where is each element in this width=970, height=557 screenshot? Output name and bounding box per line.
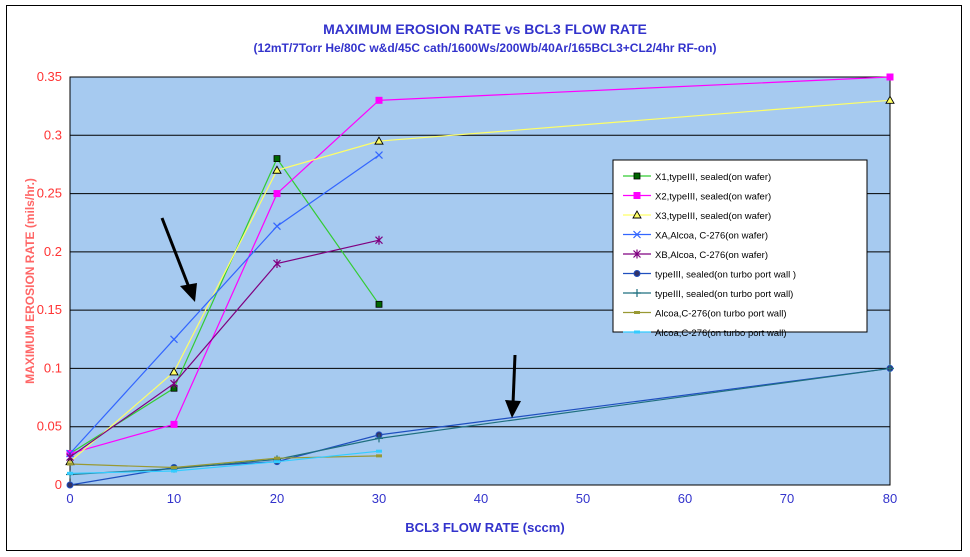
legend-item: typeIII, sealed(on turbo port wall) bbox=[623, 289, 793, 300]
data-point bbox=[376, 454, 382, 458]
x-tick-label: 0 bbox=[66, 491, 73, 506]
data-point bbox=[375, 434, 383, 443]
chart-subtitle: (12mT/7Torr He/80C w&d/45C cath/1600Ws/2… bbox=[254, 41, 717, 55]
series-line bbox=[69, 239, 380, 458]
data-point bbox=[273, 222, 281, 231]
y-tick-label: 0.1 bbox=[44, 360, 62, 375]
x-tick-label: 20 bbox=[270, 491, 284, 506]
data-point bbox=[66, 481, 74, 489]
annotation-arrow-left bbox=[160, 217, 197, 302]
data-point bbox=[66, 452, 74, 462]
y-tick-label: 0.35 bbox=[37, 69, 62, 84]
legend bbox=[612, 159, 868, 333]
y-tick-label: 0.15 bbox=[37, 302, 62, 317]
data-point bbox=[170, 420, 178, 428]
data-point bbox=[171, 466, 177, 470]
data-point bbox=[169, 367, 179, 376]
legend-label: X3,typeIII, sealed(on wafer) bbox=[655, 211, 771, 222]
chart-frame: MAXIMUM EROSION RATE vs BCL3 FLOW RATE (… bbox=[6, 5, 962, 551]
data-point bbox=[274, 460, 280, 464]
x-tick-label: 40 bbox=[474, 491, 488, 506]
legend-items: X1,typeIII, sealed(on wafer) X2,typeIII, … bbox=[623, 172, 796, 339]
x-tick-label: 80 bbox=[883, 491, 897, 506]
data-point bbox=[273, 259, 281, 269]
legend-marker bbox=[634, 311, 640, 314]
x-axis-ticks: 0 10 20 30 40 50 60 70 80 bbox=[66, 491, 897, 506]
x-tick-label: 10 bbox=[167, 491, 181, 506]
legend-label: typeIII, sealed(on turbo port wall ) bbox=[655, 270, 796, 281]
legend-marker bbox=[633, 270, 641, 277]
chart-title: MAXIMUM EROSION RATE vs BCL3 FLOW RATE bbox=[323, 21, 647, 37]
legend-marker bbox=[633, 230, 641, 239]
series-layer bbox=[65, 73, 895, 489]
legend-item: Alcoa,C-276(on turbo port wall) bbox=[623, 309, 786, 320]
legend-item: XA,Alcoa, C-276(on wafer) bbox=[623, 231, 768, 242]
y-axis-ticks: 0 0.05 0.1 0.15 0.2 0.25 0.3 0.35 bbox=[37, 69, 62, 492]
legend-item: X2,typeIII, sealed(on wafer) bbox=[623, 192, 771, 203]
data-point bbox=[375, 235, 383, 245]
y-axis-label: MAXIMUM EROSION RATE (mils/hr.) bbox=[23, 178, 37, 384]
data-point bbox=[170, 379, 178, 389]
legend-marker bbox=[633, 172, 641, 180]
data-point bbox=[886, 73, 894, 81]
data-point bbox=[171, 469, 177, 473]
legend-marker bbox=[633, 289, 641, 297]
data-point bbox=[886, 364, 894, 373]
series-line bbox=[69, 450, 380, 474]
legend-label: X1,typeIII, sealed(on wafer) bbox=[655, 172, 771, 183]
series-line bbox=[69, 154, 380, 454]
x-tick-label: 60 bbox=[678, 491, 692, 506]
y-tick-label: 0.3 bbox=[44, 127, 62, 142]
legend-item: Alcoa,C-276(on turbo port wall) bbox=[623, 328, 786, 339]
series-9 bbox=[67, 449, 382, 475]
legend-label: Alcoa,C-276(on turbo port wall) bbox=[655, 309, 786, 320]
data-point bbox=[273, 190, 281, 198]
y-tick-label: 0.05 bbox=[37, 419, 62, 434]
x-tick-label: 70 bbox=[780, 491, 794, 506]
y-tick-label: 0.25 bbox=[37, 186, 62, 201]
data-point bbox=[273, 155, 281, 163]
y-tick-label: 0 bbox=[55, 477, 62, 492]
legend-item: X3,typeIII, sealed(on wafer) bbox=[623, 210, 771, 222]
annotation-arrow-right bbox=[505, 354, 521, 418]
legend-label: typeIII, sealed(on turbo port wall) bbox=[655, 289, 793, 300]
legend-label: Alcoa,C-276(on turbo port wall) bbox=[655, 328, 786, 339]
legend-marker bbox=[633, 192, 641, 199]
data-point bbox=[885, 95, 895, 104]
data-point bbox=[274, 456, 280, 460]
gridlines bbox=[70, 76, 890, 428]
data-point bbox=[375, 151, 383, 160]
legend-item: typeIII, sealed(on turbo port wall ) bbox=[623, 270, 796, 281]
legend-label: XA,Alcoa, C-276(on wafer) bbox=[655, 231, 768, 242]
legend-item: XB,Alcoa, C-276(on wafer) bbox=[623, 249, 768, 261]
legend-marker bbox=[633, 249, 641, 259]
x-tick-label: 30 bbox=[372, 491, 386, 506]
data-point bbox=[67, 471, 73, 475]
legend-item: X1,typeIII, sealed(on wafer) bbox=[623, 172, 771, 183]
data-point bbox=[374, 136, 384, 145]
x-axis-label: BCL3 FLOW RATE (sccm) bbox=[405, 520, 564, 535]
y-tick-label: 0.2 bbox=[44, 244, 62, 259]
data-point bbox=[375, 96, 383, 104]
data-point bbox=[67, 462, 73, 466]
data-point bbox=[376, 449, 382, 453]
data-point bbox=[375, 300, 383, 308]
legend-marker bbox=[634, 330, 640, 334]
chart: MAXIMUM EROSION RATE vs BCL3 FLOW RATE (… bbox=[23, 21, 897, 535]
data-point bbox=[170, 335, 178, 344]
legend-marker bbox=[632, 210, 642, 219]
series-5 bbox=[66, 235, 383, 462]
x-tick-label: 50 bbox=[576, 491, 590, 506]
legend-label: X2,typeIII, sealed(on wafer) bbox=[655, 192, 771, 203]
data-point bbox=[272, 165, 282, 174]
legend-label: XB,Alcoa, C-276(on wafer) bbox=[655, 250, 768, 261]
